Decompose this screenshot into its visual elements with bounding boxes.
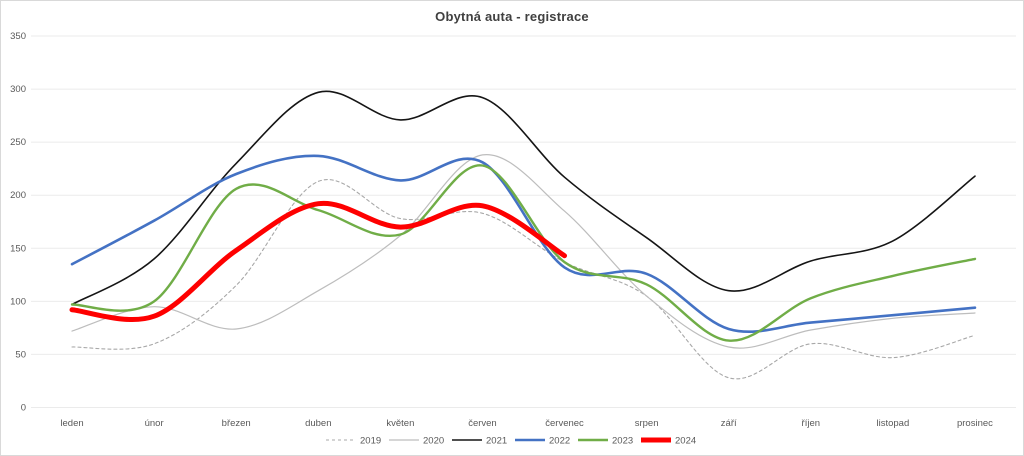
x-tick-label: leden xyxy=(60,418,83,429)
legend-label-2022: 2022 xyxy=(549,436,570,447)
series-line-2023 xyxy=(70,164,977,342)
legend-item-2021: 2021 xyxy=(452,436,507,447)
x-tick-label: listopad xyxy=(877,418,910,429)
legend-label-2019: 2019 xyxy=(360,436,381,447)
series-line-2020 xyxy=(71,154,976,349)
series-line-2019 xyxy=(71,179,976,380)
legend-item-2023: 2023 xyxy=(578,436,633,447)
y-tick-label: 300 xyxy=(10,84,26,95)
y-tick-label: 250 xyxy=(10,137,26,148)
legend-label-2020: 2020 xyxy=(423,436,444,447)
x-tick-label: září xyxy=(721,418,737,429)
x-tick-label: prosinec xyxy=(957,418,993,429)
legend-label-2023: 2023 xyxy=(612,436,633,447)
x-tick-label: únor xyxy=(145,418,164,429)
chart-title: Obytná auta - registrace xyxy=(435,9,589,24)
legend-item-2020: 2020 xyxy=(389,436,444,447)
x-tick-label: říjen xyxy=(802,418,820,429)
y-tick-label: 100 xyxy=(10,296,26,307)
x-tick-label: červen xyxy=(468,418,497,429)
series-line-2022 xyxy=(70,154,977,333)
x-tick-label: březen xyxy=(222,418,251,429)
y-tick-label: 350 xyxy=(10,31,26,42)
x-tick-label: duben xyxy=(305,418,331,429)
legend-label-2024: 2024 xyxy=(675,436,696,447)
y-tick-label: 0 xyxy=(21,403,26,414)
series-line-2021 xyxy=(71,90,976,306)
legend-item-2024: 2024 xyxy=(641,436,696,447)
legend-item-2019: 2019 xyxy=(326,436,381,447)
legend-item-2022: 2022 xyxy=(515,436,570,447)
x-tick-label: květen xyxy=(386,418,414,429)
y-tick-label: 50 xyxy=(15,349,26,360)
x-tick-label: červenec xyxy=(545,418,584,429)
legend-label-2021: 2021 xyxy=(486,436,507,447)
series-line-2024 xyxy=(69,200,567,322)
y-tick-label: 200 xyxy=(10,190,26,201)
x-tick-label: srpen xyxy=(635,418,659,429)
y-tick-label: 150 xyxy=(10,243,26,254)
